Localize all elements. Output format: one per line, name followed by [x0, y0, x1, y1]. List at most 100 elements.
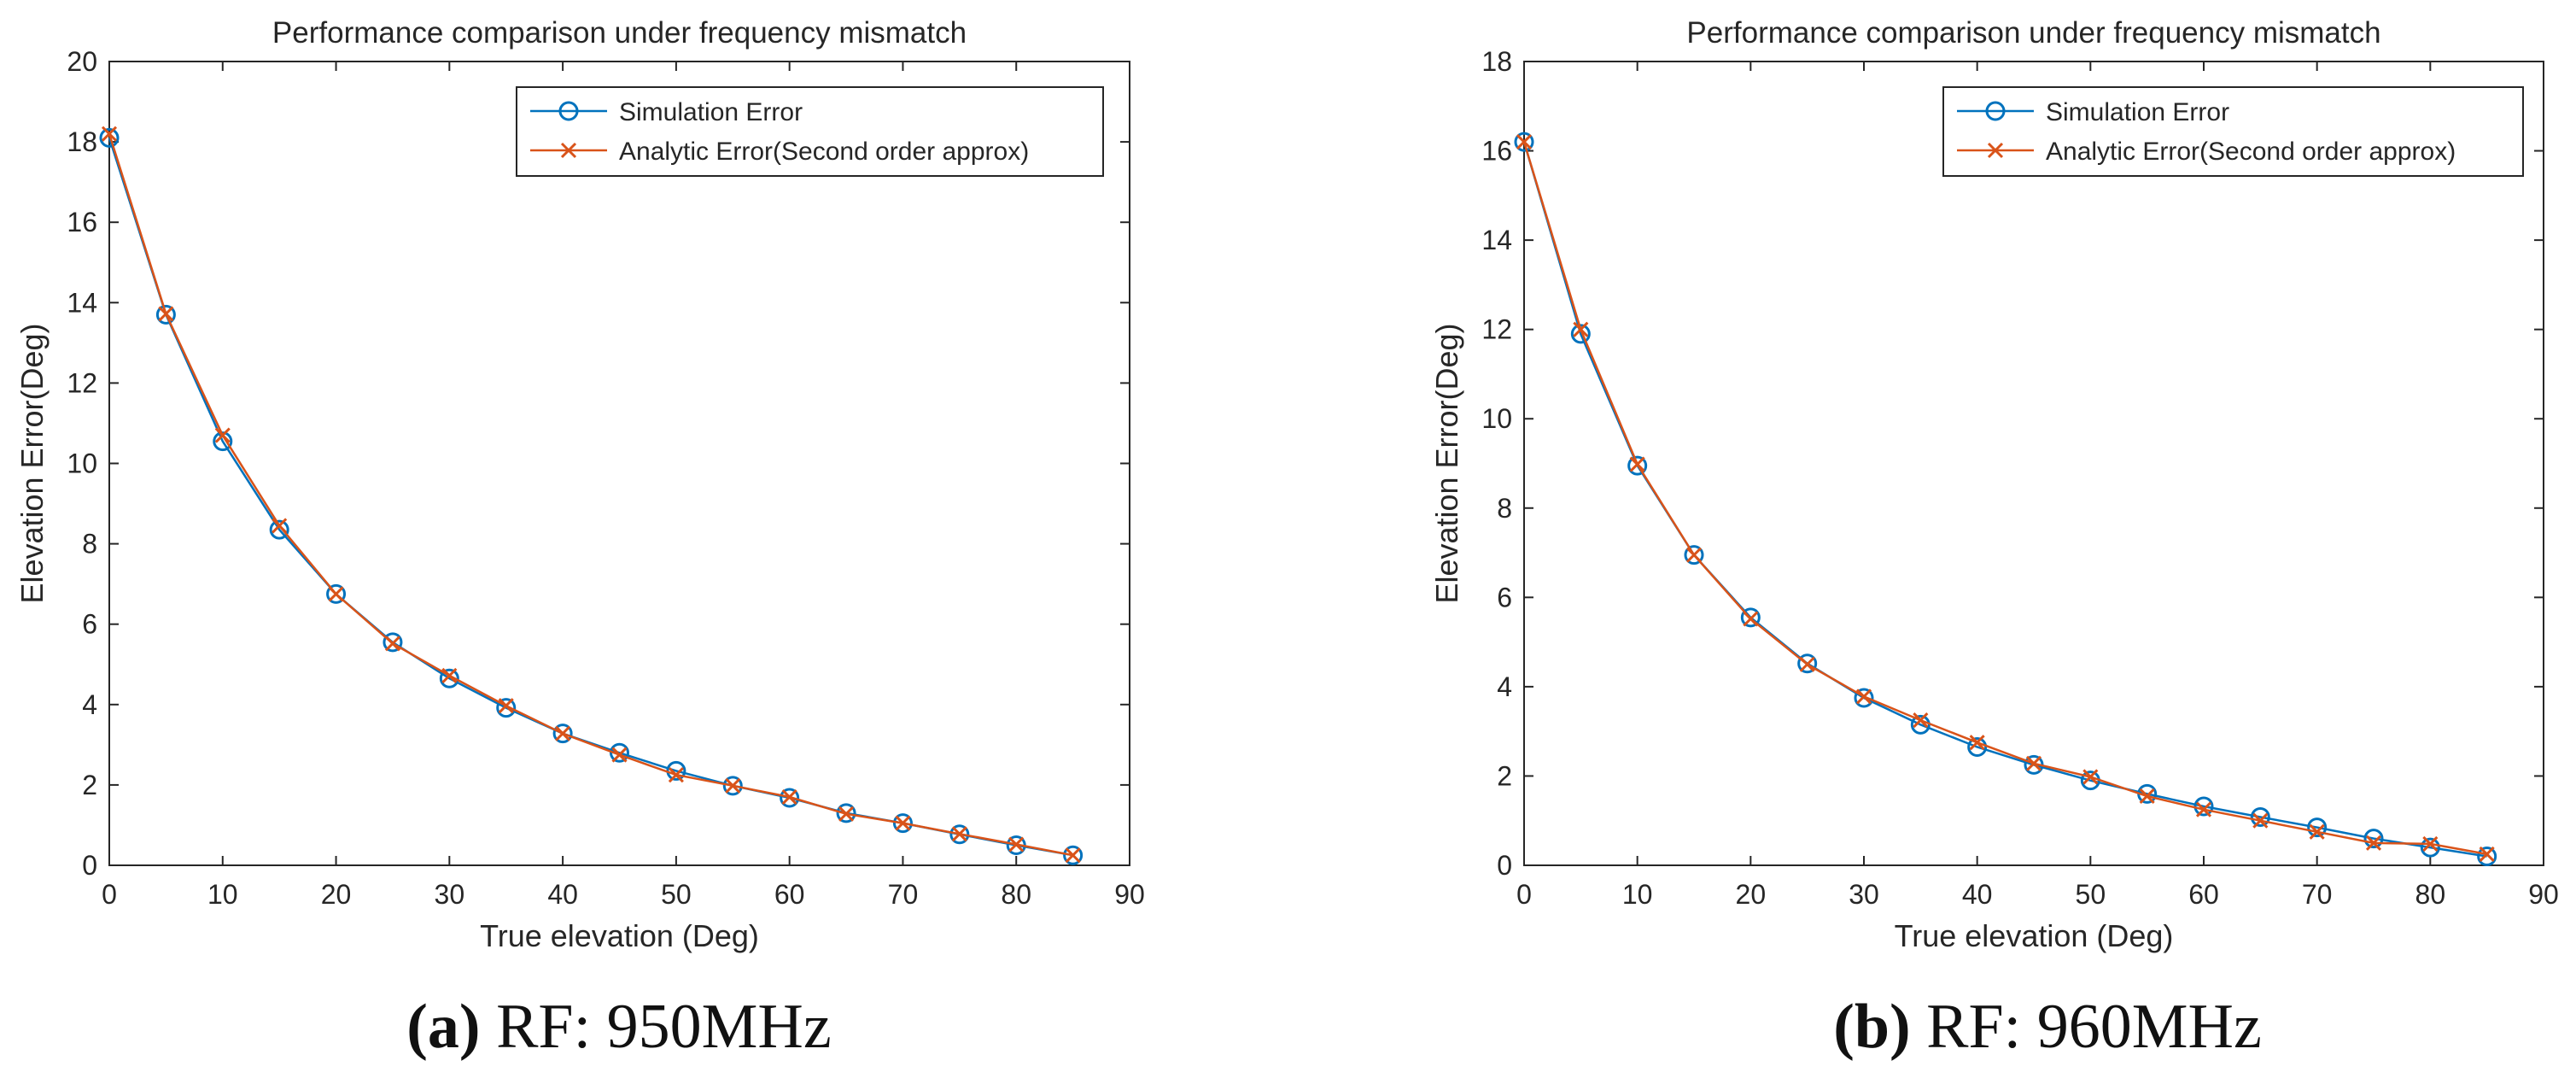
- chart-2-series-simulation-point: [2477, 847, 2497, 867]
- chart-2-series-simulation-point: [1514, 132, 1534, 152]
- chart-2-series-analytic-point: [2365, 835, 2382, 851]
- chart-1: 0 10 20 30 40 50 60 70 80 90 0 2 4 6 8 10 12 14 16 18 20 Perf…: [15, 16, 1145, 953]
- chart-2-series-analytic-point: [1743, 611, 1759, 627]
- chart-2-plot-frame: [1523, 61, 2544, 866]
- chart-2-series-analytic-line: [1522, 141, 2487, 856]
- chart-2-x-tick-label: 90: [2528, 879, 2559, 910]
- chart-2-x-tick-label: 30: [1849, 879, 1879, 910]
- chart-2-series-simulation-point: [1570, 324, 1591, 344]
- chart-1-series-simulation-point: [836, 803, 856, 823]
- chart-1-series-analytic-point: [158, 306, 174, 322]
- chart-1-legend-analytic-marker: [560, 142, 577, 159]
- chart-2-series-simulation-point: [1854, 688, 1874, 708]
- chart-2-y-axis-label: Elevation Error(Deg): [1429, 323, 1464, 603]
- chart-2-x-tick-label: 50: [2076, 879, 2106, 910]
- chart-1-y-tick-label: 12: [67, 367, 97, 398]
- caption-a-letter: (a): [406, 992, 481, 1062]
- chart-2-series-analytic-point: [2025, 755, 2042, 771]
- chart-1-series-analytic-point: [611, 747, 628, 763]
- chart-2-series-analytic-point: [1516, 134, 1533, 150]
- chart-2-series-analytic-point: [2139, 788, 2155, 805]
- chart-1-legend-analytic-label: Analytic Error(Second order approx): [619, 138, 1029, 166]
- chart-2-series-analytic-point: [1629, 456, 1645, 472]
- chart-1-x-tick-label: 30: [435, 879, 465, 910]
- chart-1-series-simulation-point: [155, 304, 176, 325]
- chart-2-series-analytic-point: [2082, 769, 2099, 785]
- chart-2-y-tick-label: 6: [1497, 582, 1512, 612]
- chart-1-x-tick-label: 70: [888, 879, 919, 910]
- chart-1-y-tick-label: 8: [82, 529, 97, 560]
- chart-1-series-analytic-point: [441, 667, 458, 683]
- chart-1-y-tick-label: 14: [67, 287, 97, 318]
- chart-2-series-simulation-point: [1740, 607, 1761, 628]
- chart-2-legend-simulation-label: Simulation Error: [2046, 98, 2229, 126]
- chart-2-y-tick-label: 16: [1481, 136, 1512, 167]
- chart-1-series-simulation-point: [610, 742, 629, 763]
- chart-2-x-tick-label: 10: [1622, 879, 1653, 910]
- chart-2-series-simulation-point: [2363, 829, 2384, 849]
- chart-1-series-simulation-point: [949, 824, 970, 845]
- chart-2-series-analytic-point: [1573, 321, 1589, 337]
- caption-b-letter: (b): [1833, 992, 1911, 1062]
- chart-2-y-tick-label: 2: [1497, 760, 1512, 791]
- chart-1-series-analytic-point: [668, 767, 684, 783]
- chart-2-x-tick-label: 60: [2188, 879, 2219, 910]
- chart-2-series-analytic-point: [1913, 712, 1929, 729]
- chart-1-y-tick-label: 6: [82, 609, 97, 640]
- chart-1-series-analytic-point: [498, 698, 514, 714]
- chart-2-y-tick-label: 18: [1481, 46, 1512, 77]
- chart-2-series-simulation-point: [1684, 545, 1704, 565]
- chart-1-series-analytic-point: [895, 815, 911, 831]
- chart-1-series-analytic-point: [272, 518, 288, 534]
- chart-2-legend-analytic-marker: [1987, 142, 2004, 159]
- chart-1-series-simulation-point: [892, 813, 913, 834]
- chart-1-x-axis-label: True elevation (Deg): [480, 918, 759, 953]
- chart-1-series-analytic-point: [725, 777, 741, 794]
- chart-2-y-tick-label: 12: [1481, 314, 1512, 345]
- chart-1-series-simulation-point: [269, 519, 289, 540]
- chart-2-series-analytic-point: [2479, 846, 2495, 862]
- chart-2-x-tick-label: 70: [2302, 879, 2333, 910]
- chart-2-series-analytic-point: [1969, 735, 1985, 751]
- chart-2-legend: Simulation Error Analytic Error(Second or…: [1942, 86, 2524, 177]
- chart-2-series-simulation-point: [2420, 837, 2440, 858]
- chart-2-y-tick-label: 0: [1497, 850, 1512, 881]
- chart-2-legend-simulation-marker: [1985, 101, 2006, 121]
- chart-2-series-analytic-point: [1855, 688, 1872, 705]
- chart-1-series-simulation-point: [552, 724, 573, 744]
- chart-1-legend-simulation-marker: [558, 101, 579, 121]
- chart-1-series-simulation-point: [1063, 845, 1084, 865]
- chart-2-series-analytic-point: [2195, 801, 2212, 817]
- chart-1-y-tick-label: 16: [67, 207, 97, 237]
- chart-2-series-analytic-point: [2309, 823, 2325, 840]
- chart-1-series-simulation-point: [722, 776, 743, 796]
- chart-1-legend-box: [516, 86, 1104, 177]
- caption-b-text: RF: 960MHz: [1910, 992, 2262, 1062]
- chart-1-series-analytic-line: [108, 133, 1073, 857]
- chart-1-series-analytic-point: [781, 788, 797, 806]
- chart-1-x-tick-label: 20: [321, 879, 352, 910]
- chart-2-x-axis-label: True elevation (Deg): [1895, 918, 2174, 953]
- chart-1-y-tick-label: 20: [67, 46, 97, 77]
- chart-1-x-tick-label: 0: [102, 879, 117, 910]
- chart-1-series-simulation-point: [326, 583, 347, 604]
- chart-1-x-tick-label: 50: [661, 879, 692, 910]
- chart-1-series-analytic-point: [951, 826, 967, 842]
- chart-2: 0 10 20 30 40 50 60 70 80 90 0 2 4 6 8 10 12 14 16 18 Perfor…: [1429, 16, 2559, 953]
- chart-2-x-tick-label: 40: [1962, 879, 1993, 910]
- chart-2-y-tick-label: 4: [1497, 671, 1512, 702]
- chart-2-series-simulation-point: [2193, 796, 2214, 817]
- chart-1-y-tick-label: 0: [82, 850, 97, 881]
- chart-1-title: Performance comparison under frequency m…: [272, 16, 967, 50]
- chart-1-series-analytic-point: [1008, 836, 1025, 853]
- chart-1-plot-frame: [108, 61, 1130, 866]
- chart-1-y-tick-label: 2: [82, 770, 97, 800]
- chart-1-series-analytic-point: [838, 806, 855, 822]
- chart-1-series-analytic-point: [214, 427, 231, 443]
- caption-a: (a) RF: 950MHz: [192, 991, 1046, 1063]
- chart-1-y-tick-label: 10: [67, 448, 97, 479]
- chart-1-series-simulation-point: [99, 127, 120, 148]
- chart-1-series-simulation-point: [496, 698, 517, 718]
- chart-2-series-simulation-point: [2250, 807, 2270, 828]
